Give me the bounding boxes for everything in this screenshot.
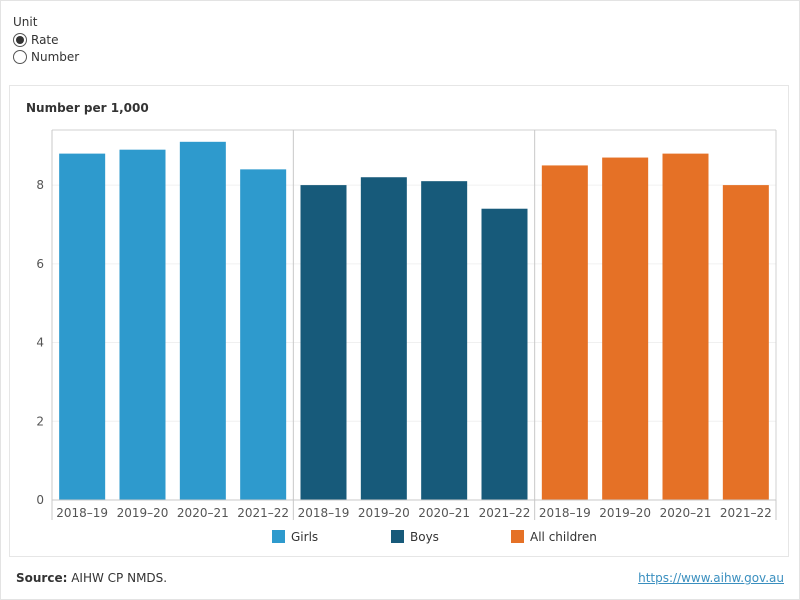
x-tick-label-0-3: 2021–22 (237, 506, 289, 520)
x-tick-label-1-2: 2020–21 (418, 506, 470, 520)
bar-0-1 (119, 149, 166, 500)
y-tick-label-2: 2 (36, 414, 44, 428)
x-tick-label-1-0: 2018–19 (298, 506, 350, 520)
radio-button-rate-icon[interactable] (13, 33, 27, 47)
bar-1-3 (481, 208, 528, 501)
y-tick-label-6: 6 (36, 257, 44, 271)
bar-2-2 (662, 153, 709, 501)
x-tick-label-0-1: 2019–20 (117, 506, 169, 520)
y-tick-label-4: 4 (36, 336, 44, 350)
x-tick-label-2-1: 2019–20 (599, 506, 651, 520)
y-axis-title: Number per 1,000 (26, 101, 149, 115)
radio-option-rate-label: Rate (31, 33, 59, 47)
legend-swatch-1 (391, 530, 404, 543)
y-tick-label-0: 0 (36, 493, 44, 507)
bar-1-2 (421, 181, 468, 500)
radio-option-rate[interactable]: Rate (13, 33, 59, 47)
bar-chart: Number per 1,000 0 2 4 6 8 2018–19 2019–20 2020… (26, 101, 777, 544)
bar-2-3 (722, 185, 769, 500)
x-tick-label-1-3: 2021–22 (479, 506, 531, 520)
radio-button-number-icon[interactable] (13, 50, 27, 64)
unit-filter-label: Unit (13, 15, 38, 29)
legend-swatch-2 (511, 530, 524, 543)
bar-0-2 (179, 141, 226, 500)
x-tick-label-1-1: 2019–20 (358, 506, 410, 520)
y-tick-label-8: 8 (36, 178, 44, 192)
radio-option-number-label: Number (31, 50, 80, 64)
bar-1-0 (300, 185, 347, 500)
legend-label-0: Girls (291, 530, 318, 544)
bar-0-3 (240, 169, 287, 501)
legend-label-2: All children (530, 530, 597, 544)
x-tick-label-2-0: 2018–19 (539, 506, 591, 520)
legend-swatch-0 (272, 530, 285, 543)
legend-label-1: Boys (410, 530, 439, 544)
radio-option-number[interactable]: Number (13, 50, 79, 64)
x-tick-label-0-0: 2018–19 (56, 506, 108, 520)
x-tick-label-2-2: 2020–21 (660, 506, 712, 520)
bar-0-0 (59, 153, 106, 501)
chart-panel (9, 85, 789, 557)
bar-2-0 (541, 165, 588, 500)
source-text: AIHW CP NMDS. (67, 571, 168, 585)
aihw-website-link[interactable]: https://www.aihw.gov.au (638, 571, 784, 585)
source-note: Source: AIHW CP NMDS. (16, 571, 167, 585)
source-label: Source: (16, 571, 68, 585)
x-tick-label-2-3: 2021–22 (720, 506, 772, 520)
bar-1-1 (360, 177, 407, 500)
x-tick-label-0-2: 2020–21 (177, 506, 229, 520)
bar-2-1 (602, 157, 649, 500)
